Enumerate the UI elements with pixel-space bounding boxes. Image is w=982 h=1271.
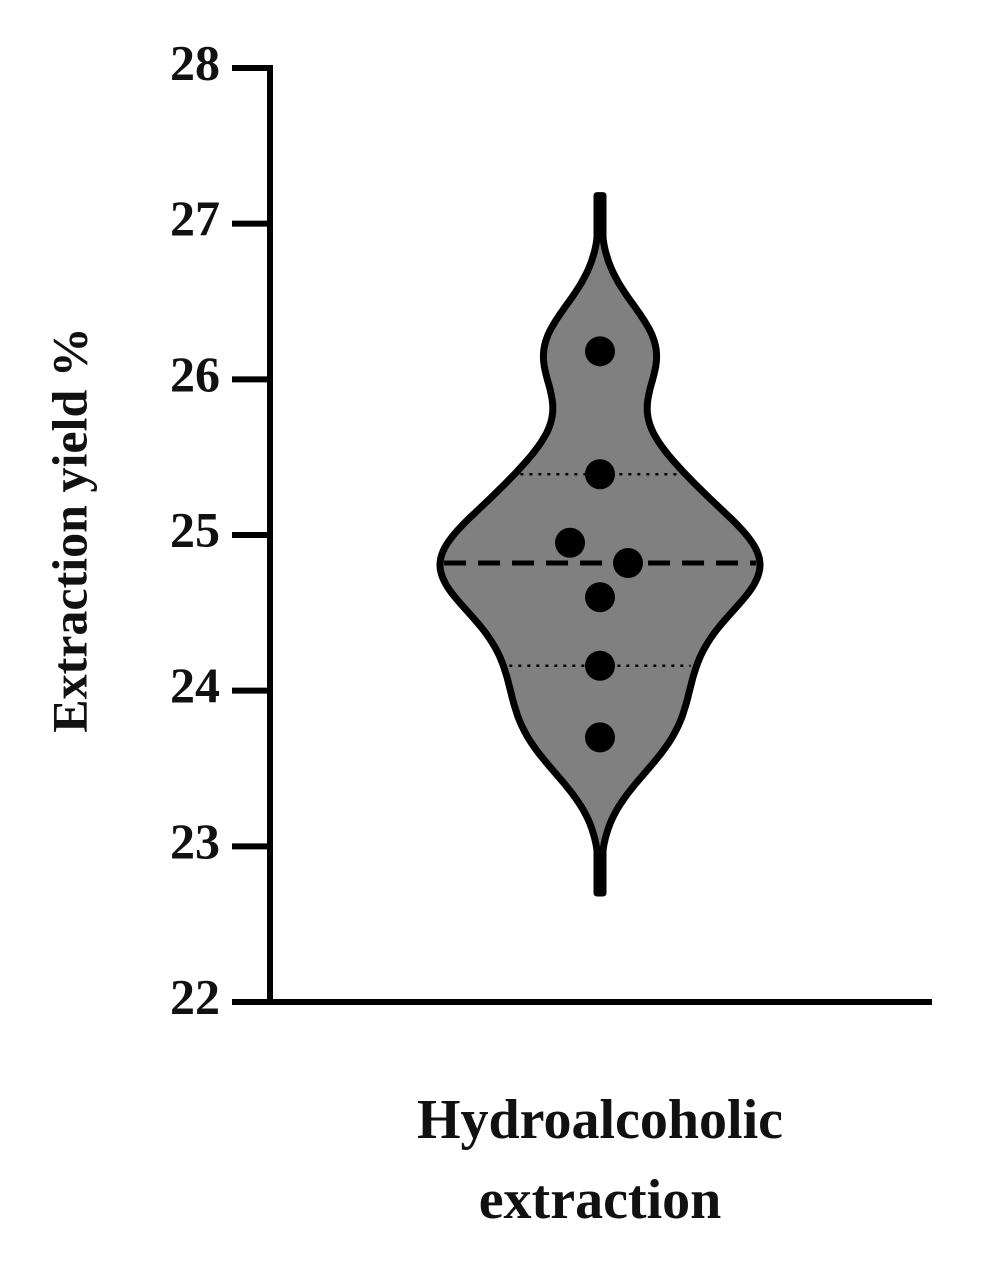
y-axis-label: Extraction yield %: [41, 327, 97, 733]
data-point: [585, 650, 615, 681]
data-point: [585, 336, 615, 367]
data-point: [555, 527, 585, 558]
violin: [436, 192, 764, 897]
y-tick-label: 25: [170, 501, 220, 557]
x-category-label: Hydroalcoholic extraction: [416, 1089, 784, 1231]
y-tick-label: 24: [170, 657, 220, 713]
y-tick-label: 23: [170, 813, 220, 869]
y-tick-label: 22: [170, 968, 220, 1024]
y-tick-label: 27: [170, 190, 220, 246]
y-tick-label: 28: [170, 34, 220, 90]
y-tick-label: 26: [170, 346, 220, 402]
data-point: [585, 582, 615, 613]
data-point: [585, 459, 615, 490]
data-point: [613, 548, 643, 579]
data-point: [585, 722, 615, 753]
